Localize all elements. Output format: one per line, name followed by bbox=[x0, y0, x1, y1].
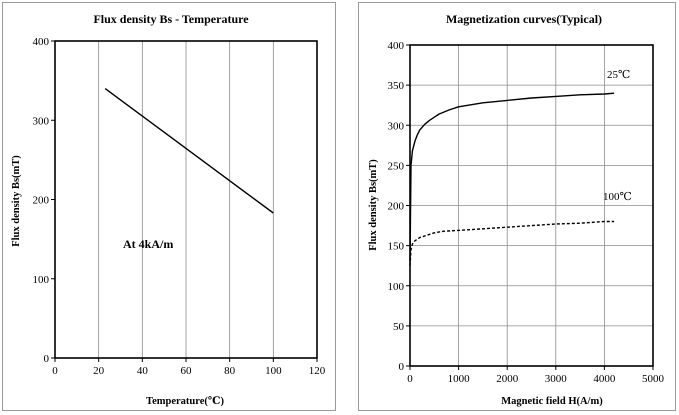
y-tick-label: 0 bbox=[44, 353, 50, 365]
x-tick-label: 120 bbox=[309, 365, 326, 377]
chart-title: Flux density Bs - Temperature bbox=[93, 12, 249, 26]
chart-magnetization-curves: Magnetization curves(Typical) 0 1000 2000 3… bbox=[368, 12, 665, 407]
y-tick-label: 250 bbox=[388, 160, 405, 172]
chart-annotation: At 4kA/m bbox=[123, 237, 173, 251]
x-tick-label: 4000 bbox=[593, 373, 616, 385]
chart-flux-temperature: Flux density Bs - Temperature 0 20 40 60 80 1… bbox=[11, 12, 326, 407]
y-tick-label: 350 bbox=[388, 80, 405, 92]
y-tick-label: 150 bbox=[388, 241, 405, 253]
series-line-0 bbox=[409, 92, 615, 262]
y-tick-label: 100 bbox=[33, 274, 50, 286]
x-tick-label: 0 bbox=[52, 365, 58, 377]
x-tick-label: 40 bbox=[137, 365, 149, 377]
x-tick-label: 20 bbox=[93, 365, 105, 377]
series-line-0 bbox=[104, 88, 274, 214]
x-axis-label: Temperature(℃) bbox=[146, 396, 224, 407]
y-tick-label: 0 bbox=[399, 361, 405, 373]
x-tick-label: 80 bbox=[224, 365, 236, 377]
chart-title: Magnetization curves(Typical) bbox=[446, 12, 602, 26]
y-tick-label: 300 bbox=[33, 115, 50, 127]
x-tick-label: 2000 bbox=[496, 373, 519, 385]
x-tick-label: 100 bbox=[265, 365, 282, 377]
y-tick-label: 300 bbox=[388, 120, 405, 132]
y-tick-label: 200 bbox=[33, 195, 50, 207]
y-tick-label: 400 bbox=[33, 36, 50, 48]
x-tick-label: 3000 bbox=[545, 373, 568, 385]
series-label-25c: 25℃ bbox=[607, 69, 630, 81]
series-label-100c: 100℃ bbox=[603, 191, 632, 203]
chart-panel-flux-temperature: Flux density Bs - Temperature 0 20 40 60 80 1… bbox=[2, 2, 336, 411]
y-axis-label: Flux density Bs(mT) bbox=[11, 155, 22, 247]
y-axis-label: Flux density Bs(mT) bbox=[368, 159, 379, 251]
y-tick-label: 400 bbox=[388, 40, 405, 52]
x-axis-label: Magnetic field H(A/m) bbox=[501, 396, 603, 407]
x-tick-label: 5000 bbox=[642, 373, 665, 385]
x-tick-label: 0 bbox=[407, 373, 413, 385]
x-tick-label: 1000 bbox=[448, 373, 471, 385]
chart-panel-magnetization: Magnetization curves(Typical) 0 1000 2000 3… bbox=[358, 2, 676, 411]
y-tick-label: 200 bbox=[388, 201, 405, 213]
y-tick-label: 50 bbox=[393, 321, 405, 333]
x-tick-label: 60 bbox=[181, 365, 193, 377]
series-line-1 bbox=[409, 220, 615, 266]
y-tick-label: 100 bbox=[388, 281, 405, 293]
